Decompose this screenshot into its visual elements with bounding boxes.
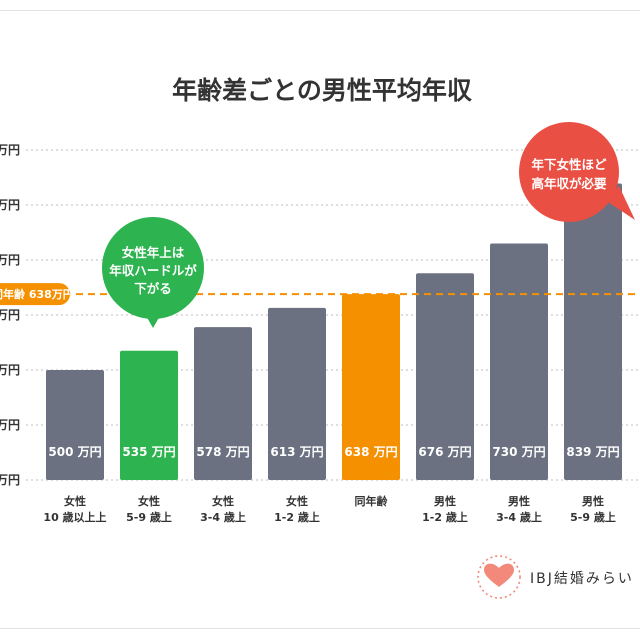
category-label: 5-9 歳上	[126, 510, 172, 524]
category-label: 女性	[64, 494, 86, 508]
brand-logo: IBJ結婚みらい	[477, 555, 634, 599]
bars: 500 万円 535 万円 578 万円 613 万円 638 万円 676 万円 730 …	[46, 183, 622, 481]
bar	[564, 183, 622, 481]
bar-value-label: 578 万円	[196, 445, 249, 459]
callout-text: 女性年上は	[122, 245, 185, 260]
category-label: 女性	[212, 494, 234, 508]
y-tick-label: 900万円	[0, 143, 20, 157]
category-label: 女性	[138, 494, 160, 508]
category-label: 男性	[508, 494, 530, 508]
y-tick-label: 700万円	[0, 253, 20, 267]
chart-title: 年齢差ごとの男性平均年収	[172, 76, 473, 105]
callout-text: 年収ハードルが	[109, 263, 197, 278]
category-label: 男性	[434, 494, 456, 508]
heart-icon	[477, 555, 521, 599]
callout-bubble	[519, 122, 619, 222]
category-label: 女性	[286, 494, 308, 508]
bar	[268, 307, 326, 480]
bar-value-label: 839 万円	[566, 445, 619, 459]
category-label: 10 歳以上上	[43, 510, 106, 524]
bar-value-label: 613 万円	[270, 445, 323, 459]
brand-name: IBJ結婚みらい	[530, 571, 634, 587]
bar	[194, 327, 252, 480]
bar-value-label: 638 万円	[344, 445, 397, 459]
average-label: 同年齢 638万円	[0, 287, 74, 301]
callout-text: 高年収が必要	[531, 176, 607, 191]
bar-value-label: 730 万円	[492, 445, 545, 459]
category-label: 同年齢	[355, 494, 389, 508]
category-label: 5-9 歳上	[570, 510, 616, 524]
callout-pointer	[605, 186, 635, 220]
frame-bottom-line	[0, 628, 640, 629]
callout-pointer	[145, 314, 161, 328]
bar	[342, 294, 400, 480]
category-label: 1-2 歳上	[274, 510, 320, 524]
bar	[120, 350, 178, 480]
callout-bubble	[102, 217, 204, 319]
category-label: 3-4 歳上	[200, 510, 246, 524]
category-label: 1-2 歳上	[422, 510, 468, 524]
callout-text: 年下女性ほど	[531, 157, 607, 172]
y-tick-label: 400万円	[0, 418, 20, 432]
bar	[416, 273, 474, 480]
average-badge	[0, 283, 70, 306]
bar	[46, 370, 104, 480]
bar	[490, 243, 548, 480]
y-tick-label: 600万円	[0, 308, 20, 322]
bar-value-label: 535 万円	[122, 445, 175, 459]
bar-value-label: 676 万円	[418, 445, 471, 459]
bar-value-label: 500 万円	[48, 445, 101, 459]
category-label: 男性	[582, 494, 604, 508]
y-tick-label: 300万円	[0, 473, 20, 487]
y-tick-label: 800万円	[0, 198, 20, 212]
callout-text: 下がる	[134, 281, 172, 296]
category-label: 3-4 歳上	[496, 510, 542, 524]
frame-top-line	[0, 10, 640, 11]
